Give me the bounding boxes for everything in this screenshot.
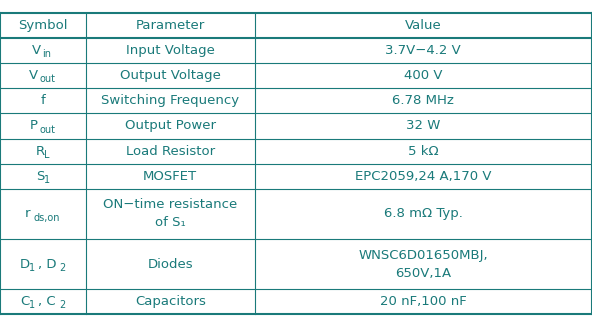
Text: 1: 1 bbox=[28, 300, 35, 310]
Text: 2: 2 bbox=[59, 300, 66, 310]
Text: D: D bbox=[20, 258, 30, 271]
Text: f: f bbox=[40, 94, 46, 107]
Text: 3.7V−4.2 V: 3.7V−4.2 V bbox=[385, 44, 461, 57]
Text: S: S bbox=[36, 170, 44, 183]
Text: 1: 1 bbox=[44, 175, 50, 185]
Text: 5 kΩ: 5 kΩ bbox=[408, 145, 439, 157]
Text: 2: 2 bbox=[59, 263, 66, 273]
Text: Switching Frequency: Switching Frequency bbox=[101, 94, 239, 107]
Text: 6.78 MHz: 6.78 MHz bbox=[392, 94, 454, 107]
Text: ON−time resistance
of S₁: ON−time resistance of S₁ bbox=[103, 198, 237, 229]
Text: P: P bbox=[30, 120, 38, 133]
Text: Diodes: Diodes bbox=[147, 258, 193, 271]
Text: V: V bbox=[33, 44, 41, 57]
Text: Load Resistor: Load Resistor bbox=[126, 145, 215, 157]
Text: Output Power: Output Power bbox=[125, 120, 215, 133]
Text: EPC2059,24 A,170 V: EPC2059,24 A,170 V bbox=[355, 170, 491, 183]
Text: Capacitors: Capacitors bbox=[135, 295, 205, 308]
Text: r: r bbox=[25, 207, 31, 220]
Text: 400 V: 400 V bbox=[404, 69, 443, 82]
Text: out: out bbox=[39, 125, 55, 135]
Text: Output Voltage: Output Voltage bbox=[120, 69, 221, 82]
Text: Input Voltage: Input Voltage bbox=[126, 44, 215, 57]
Text: MOSFET: MOSFET bbox=[143, 170, 197, 183]
Text: V: V bbox=[30, 69, 38, 82]
Text: 32 W: 32 W bbox=[406, 120, 440, 133]
Text: C: C bbox=[20, 295, 29, 308]
Text: R: R bbox=[36, 145, 44, 157]
Text: Value: Value bbox=[405, 19, 442, 32]
Text: in: in bbox=[43, 49, 52, 59]
Text: WNSC6D01650MBJ,
650V,1A: WNSC6D01650MBJ, 650V,1A bbox=[359, 249, 488, 280]
Text: 6.8 mΩ Typ.: 6.8 mΩ Typ. bbox=[384, 207, 463, 220]
Text: ds,on: ds,on bbox=[34, 213, 60, 223]
Text: 1: 1 bbox=[28, 263, 35, 273]
Text: L: L bbox=[44, 150, 50, 160]
Text: Parameter: Parameter bbox=[136, 19, 205, 32]
Text: , D: , D bbox=[38, 258, 56, 271]
Text: Symbol: Symbol bbox=[18, 19, 67, 32]
Text: 20 nF,100 nF: 20 nF,100 nF bbox=[380, 295, 466, 308]
Text: , C: , C bbox=[38, 295, 56, 308]
Text: out: out bbox=[39, 75, 55, 85]
